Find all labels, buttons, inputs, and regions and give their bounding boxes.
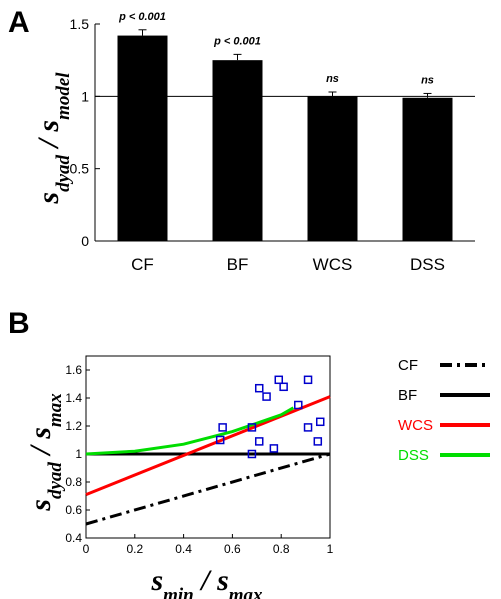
bar-dss	[402, 97, 453, 241]
panel-b-axes-box	[85, 355, 331, 539]
panel-b-xtick-label: 0.2	[126, 542, 143, 556]
panel-a-ytick-label: 0.5	[70, 161, 90, 177]
series-line-cf	[85, 452, 331, 526]
bar-bf	[212, 60, 263, 241]
legend-label-wcs: WCS	[398, 417, 433, 434]
legend-label-cf: CF	[398, 357, 418, 374]
panel-b-legend: CF BF WCS DSS	[398, 357, 490, 464]
scatter-point	[262, 392, 271, 401]
legend-label-bf: BF	[398, 387, 417, 404]
scatter-point	[303, 375, 313, 385]
panel-a-ylabel: sdyad / smodel	[32, 72, 74, 205]
scatter-point	[254, 383, 264, 393]
scatter-point	[247, 449, 257, 459]
panel-b-ytick-label: 1.4	[65, 391, 82, 405]
panel-b-ytick-label: 1.6	[65, 363, 82, 377]
panel-a-plot: 0 0.5 1 1.5 CF p < 0.001 BF p < 0.001 WCS ns DSS ns	[70, 11, 475, 274]
scatter-point	[218, 423, 227, 432]
panel-b-plot: 0.4 0.6 0.8 1 1.2 1.4 1.6 0 0.2 0.4 0.6 0.8 1	[65, 355, 334, 556]
annotation-dss: ns	[421, 74, 434, 86]
panel-a-ytick-label: 0	[81, 233, 89, 249]
scatter-point	[254, 437, 264, 446]
panel-letter-a: A	[8, 6, 30, 39]
category-label-cf: CF	[131, 255, 154, 274]
scatter-point	[274, 375, 284, 385]
panel-b-ytick-label: 1.2	[65, 419, 82, 433]
panel-b-xtick-label: 0.4	[175, 542, 192, 556]
bar-wcs	[307, 96, 358, 241]
panel-b-ytick-label: 0.4	[65, 531, 82, 545]
scatter-point	[247, 423, 257, 432]
annotation-bf: p < 0.001	[213, 35, 261, 47]
panel-b-ytick-label: 0.6	[65, 503, 82, 517]
scatter-point	[303, 423, 313, 432]
series-line-dss	[85, 406, 295, 456]
scatter-point	[279, 382, 288, 392]
panel-b-xlabel: smin / smax	[150, 564, 263, 599]
panel-b-ylabel: sdyad / smax	[24, 393, 66, 512]
panel-a-ytick-label: 1.5	[70, 16, 90, 32]
panel-a-ytick-label: 1	[81, 88, 89, 104]
category-label-bf: BF	[227, 255, 249, 274]
panel-letter-b: B	[8, 307, 30, 340]
scatter-point	[294, 400, 303, 410]
category-label-wcs: WCS	[313, 255, 353, 274]
series-line-wcs	[85, 395, 331, 496]
panel-b-xtick-label: 0.8	[273, 542, 290, 556]
panel-b-xtick-label: 1	[327, 542, 334, 556]
panel-b-ytick-label: 0.8	[65, 475, 82, 489]
scatter-point	[215, 435, 225, 445]
category-label-dss: DSS	[410, 255, 445, 274]
panel-b-xtick-label: 0	[83, 542, 90, 556]
bar-cf	[117, 35, 168, 241]
annotation-cf: p < 0.001	[118, 11, 166, 23]
scatter-point	[313, 437, 323, 446]
scatter-point	[269, 444, 279, 453]
annotation-wcs: ns	[326, 73, 339, 85]
panel-b-xtick-label: 0.6	[224, 542, 241, 556]
panel-b-ytick-label: 1	[75, 447, 82, 461]
legend-label-dss: DSS	[398, 447, 429, 464]
scatter-point	[315, 417, 325, 427]
